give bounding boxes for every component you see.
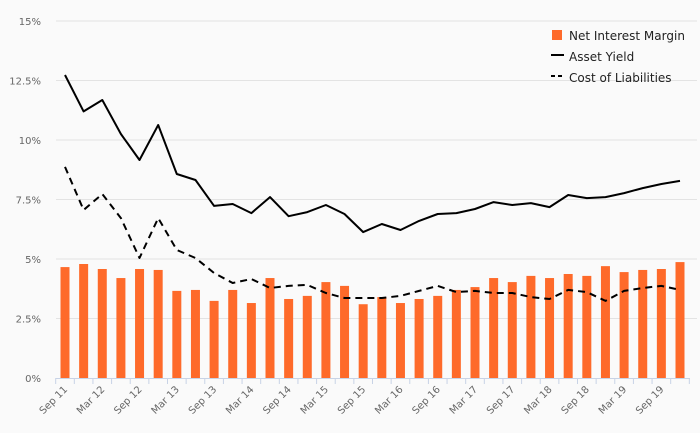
gridlines: [56, 20, 697, 319]
bar: [116, 278, 126, 378]
bar: [563, 273, 573, 378]
y-tick-label: 0%: [25, 374, 41, 385]
bar: [656, 268, 666, 378]
bar: [302, 295, 312, 378]
x-tick-label: Mar 16: [373, 384, 405, 416]
x-tick-label: Sep 12: [112, 384, 144, 416]
bar: [507, 282, 517, 378]
x-tick-label: Mar 14: [224, 384, 256, 416]
bar: [340, 285, 350, 378]
bar: [489, 278, 499, 378]
x-tick-label: Sep 15: [336, 384, 368, 416]
x-tick-label: Sep 19: [634, 384, 666, 416]
bar: [526, 275, 536, 378]
x-tick-label: Mar 13: [150, 384, 182, 416]
bar: [638, 269, 648, 378]
bar: [600, 266, 610, 378]
bar: [675, 262, 685, 378]
bar: [60, 267, 70, 378]
y-tick-label: 5%: [25, 255, 41, 266]
x-tick-label: Sep 13: [187, 384, 219, 416]
bar: [246, 303, 256, 378]
bar: [209, 300, 219, 378]
x-tick-label: Sep 16: [410, 384, 442, 416]
x-tick-label: Sep 18: [560, 384, 592, 416]
bar: [582, 275, 592, 378]
x-tick-label: Mar 15: [299, 384, 331, 416]
bar: [321, 282, 331, 378]
x-axis: Sep 11 Mar 12 Sep 12 Mar 13 Sep 13 Mar 14 Sep …: [38, 378, 690, 417]
y-tick-label: 7.5%: [16, 196, 41, 207]
bar: [153, 269, 163, 378]
bar: [284, 298, 294, 378]
x-tick-label: Sep 11: [38, 384, 70, 416]
x-tick-label: Mar 17: [448, 384, 480, 416]
bar: [395, 303, 405, 378]
bar: [377, 297, 387, 378]
bar: [619, 272, 629, 378]
bar: [414, 298, 424, 378]
legend-label: Cost of Liabilities: [569, 71, 672, 85]
y-axis: 0% 2.5% 5% 7.5% 10% 12.5% 15%: [9, 17, 41, 385]
bar: [97, 268, 107, 378]
x-tick-label: Sep 14: [261, 384, 293, 416]
legend-swatch-bar: [552, 30, 562, 40]
lines: [64, 74, 681, 302]
y-tick-label: 10%: [19, 136, 41, 147]
legend-label: Net Interest Margin: [569, 29, 685, 43]
bar: [228, 289, 238, 378]
bar: [545, 278, 555, 378]
bar: [190, 289, 200, 378]
x-tick-label: Mar 18: [522, 384, 554, 416]
bars-net-interest-margin: [60, 262, 685, 378]
line-cost-of-liabilities: [64, 166, 681, 302]
bar: [265, 278, 275, 378]
y-tick-label: 15%: [19, 17, 41, 28]
x-tick-label: Mar 19: [597, 384, 629, 416]
x-tick-label: Sep 17: [485, 384, 517, 416]
bar: [451, 289, 461, 378]
y-tick-label: 12.5%: [9, 77, 41, 88]
bar: [433, 295, 443, 378]
bar: [172, 290, 182, 378]
line-asset-yield: [64, 74, 681, 234]
legend-label: Asset Yield: [569, 50, 634, 64]
bar: [79, 263, 89, 378]
legend: Net Interest Margin Asset Yield Cost of Li…: [551, 29, 685, 85]
x-tick-label: Mar 12: [75, 384, 107, 416]
bar: [358, 304, 368, 378]
bar: [470, 287, 480, 378]
y-tick-label: 2.5%: [16, 315, 41, 326]
bar: [135, 268, 145, 378]
